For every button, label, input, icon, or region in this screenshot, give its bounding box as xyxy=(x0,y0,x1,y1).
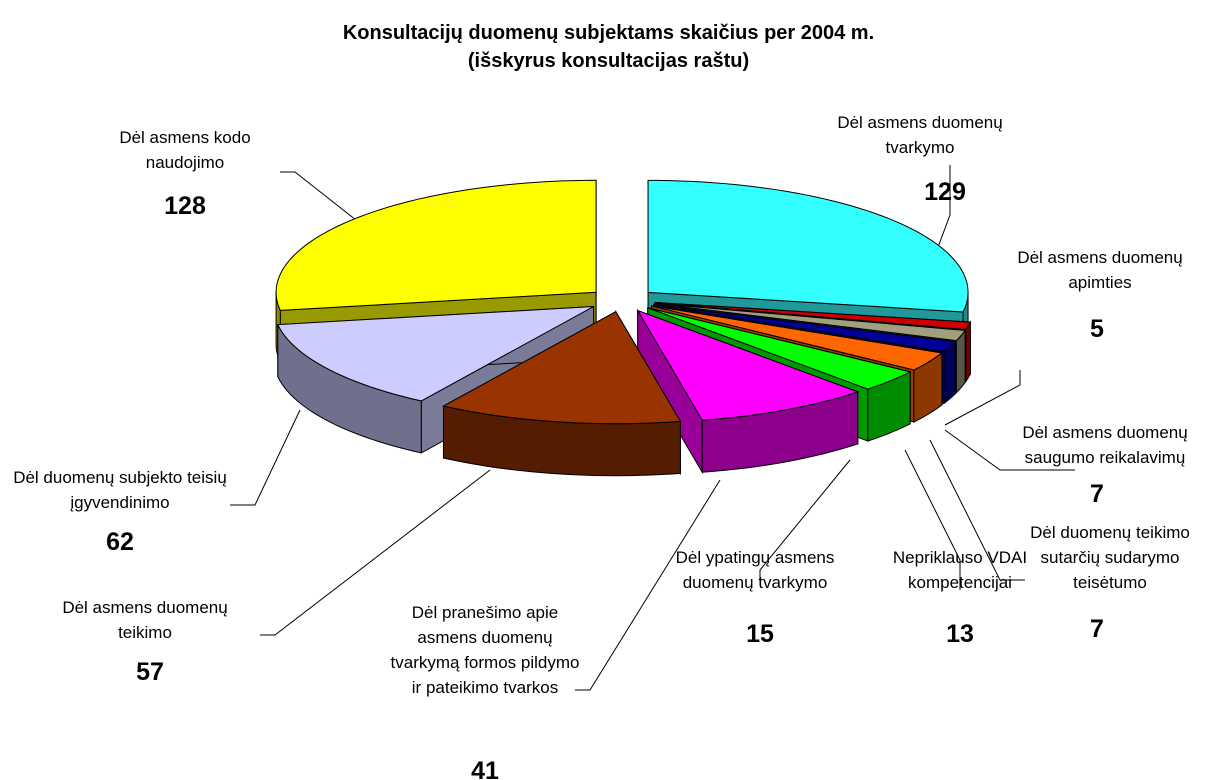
slice-wall xyxy=(943,340,956,405)
value-label: 15 xyxy=(746,620,774,648)
slice-label: Dėl asmens kodo naudojimo xyxy=(119,128,251,172)
chart-title: Konsultacijų duomenų subjektams skaičius… xyxy=(342,22,875,44)
slice-label: Dėl asmens duomenų apimties xyxy=(1017,248,1183,292)
value-label: 5 xyxy=(1090,315,1104,343)
slice xyxy=(277,306,594,402)
slice xyxy=(636,309,860,421)
value-label: 7 xyxy=(1090,615,1104,643)
slice-label: Nepriklauso VDAI kompetencijai xyxy=(892,548,1028,592)
slice xyxy=(655,301,972,331)
slice xyxy=(442,311,682,425)
value-label: 13 xyxy=(946,620,974,648)
slice-label: Dėl pranešimo apie asmens duomenų tvarky… xyxy=(390,603,580,697)
slice xyxy=(651,305,944,371)
value-label: 57 xyxy=(136,658,164,686)
value-label: 62 xyxy=(106,528,134,556)
slice-label: Dėl asmens duomenų teikimo xyxy=(62,598,228,642)
value-label: 7 xyxy=(1090,480,1104,508)
slice xyxy=(654,302,967,342)
slice-label: Dėl ypatingų asmens duomenų tvarkymo xyxy=(675,548,835,592)
slice-label: Dėl asmens duomenų saugumo reikalavimų xyxy=(1022,423,1188,467)
slice xyxy=(647,179,969,313)
value-label: 128 xyxy=(164,192,206,220)
value-label: 129 xyxy=(924,178,966,206)
slice-wall xyxy=(965,320,971,384)
slice xyxy=(275,179,597,311)
slice xyxy=(647,307,912,390)
slice-label: Dėl asmens duomenų tvarkymo xyxy=(837,113,1003,157)
slice-label: Dėl duomenų teikimo sutarčių sudarymo te… xyxy=(1030,523,1190,592)
slice xyxy=(653,303,957,353)
slice-label: Dėl duomenų subjekto teisių įgyvendinimo xyxy=(13,468,227,512)
value-label: 41 xyxy=(471,757,499,780)
leader-lines xyxy=(230,165,1075,691)
chart-subtitle: (išskyrus konsultacijas raštu) xyxy=(467,50,750,72)
